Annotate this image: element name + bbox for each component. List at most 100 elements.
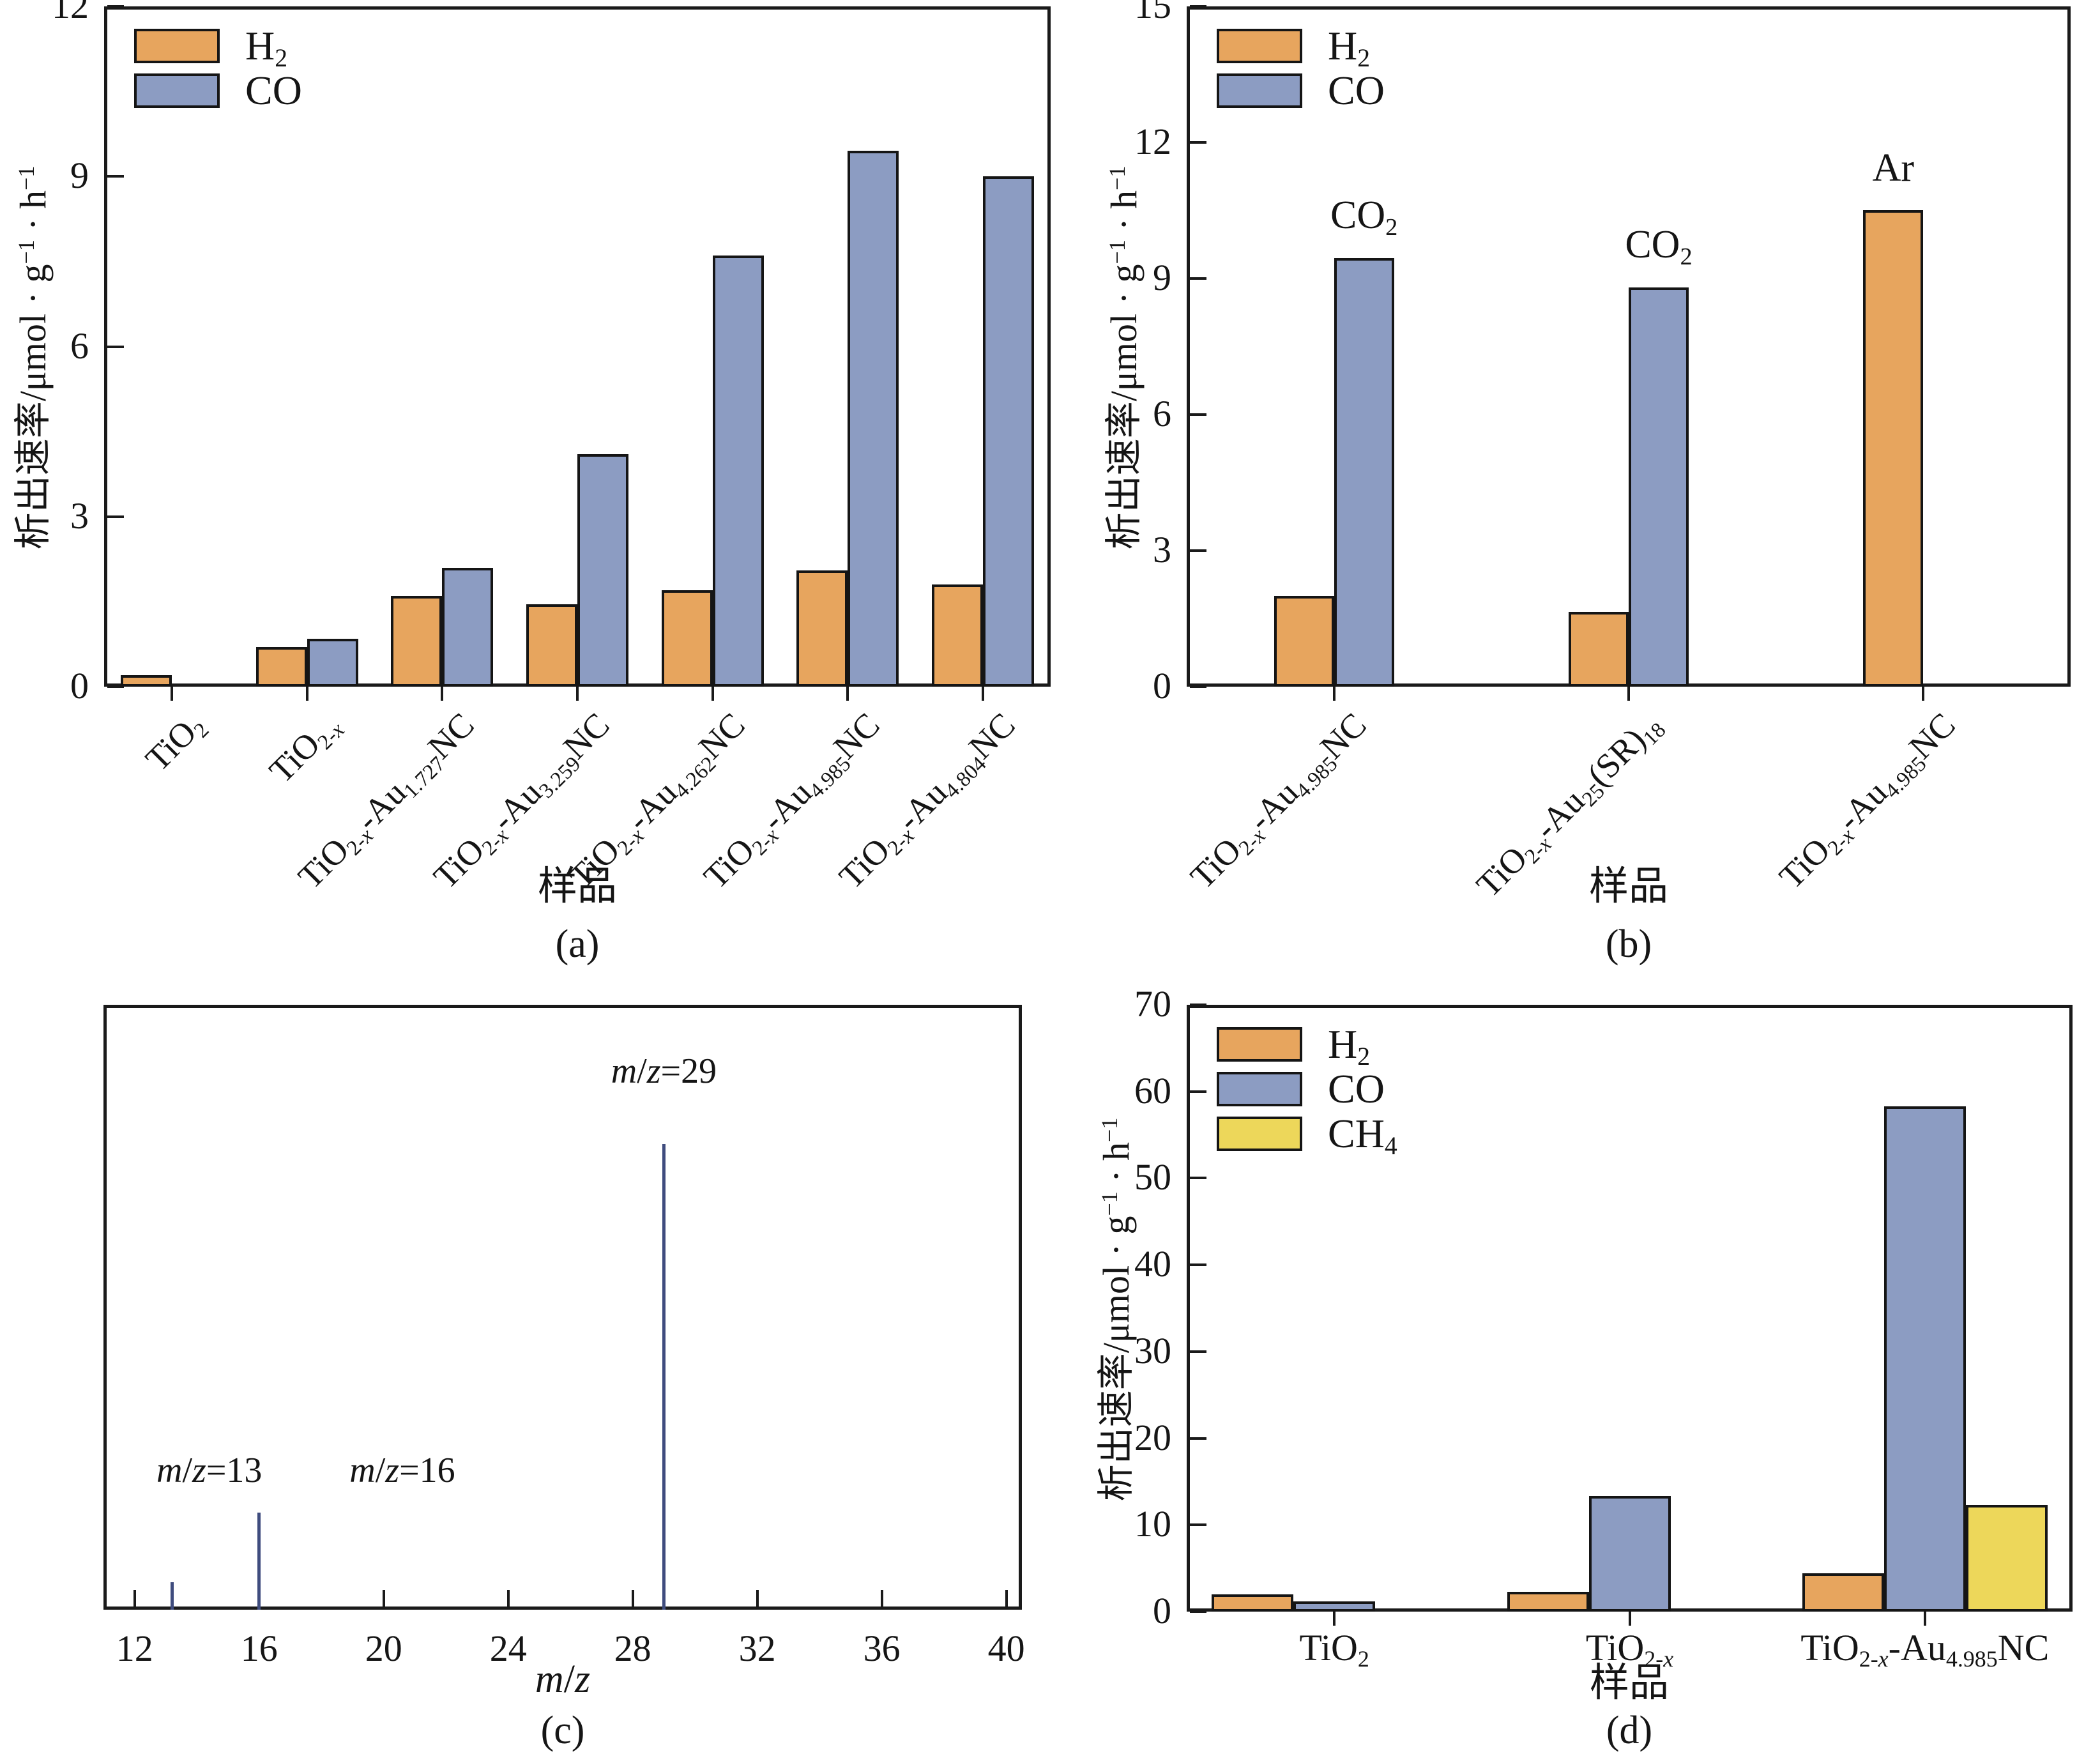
- legend-swatch-d-CO: [1217, 1072, 1302, 1106]
- spectrum-peak-29: [662, 1144, 666, 1610]
- y-tick-label-a-0: 0: [70, 665, 89, 706]
- bar-a-H2-0: [121, 675, 172, 687]
- x-tick-label-c-32: 32: [738, 1628, 776, 1669]
- y-tick-mark-d-60: [1190, 1090, 1206, 1093]
- y-tick-label-b-12: 12: [1134, 121, 1171, 162]
- y-tick-label-d-70: 70: [1134, 983, 1171, 1025]
- y-tick-mark-d-10: [1190, 1523, 1206, 1527]
- legend-label-a-H2: H2: [245, 23, 288, 73]
- x-tick-mark-a-6: [982, 687, 985, 701]
- bar-a-CO-2: [442, 568, 493, 687]
- y-tick-mark-b-15: [1190, 5, 1206, 8]
- y-tick-label-b-9: 9: [1153, 257, 1171, 298]
- bar-d-CO-0: [1293, 1601, 1375, 1612]
- x-tick-mark-c-40: [1005, 1590, 1008, 1607]
- bar-b-CO-1: [1629, 287, 1689, 687]
- x-tick-label-c-20: 20: [365, 1628, 402, 1669]
- legend-label-b-CO: CO: [1328, 68, 1385, 113]
- x-tick-mark-b-1: [1627, 687, 1630, 701]
- x-axis-title-c: m/z: [535, 1658, 591, 1701]
- bar-d-H2-1: [1507, 1592, 1589, 1612]
- y-tick-mark-a-3: [107, 515, 124, 518]
- y-tick-mark-b-0: [1190, 685, 1206, 688]
- y-tick-label-a-9: 9: [70, 155, 89, 197]
- spectrum-peak-label-2: m/z=29: [611, 1051, 717, 1092]
- x-tick-mark-d-1: [1628, 1612, 1631, 1626]
- y-tick-mark-a-12: [107, 5, 124, 8]
- y-tick-mark-a-9: [107, 175, 124, 178]
- legend-swatch-a-H2: [134, 29, 220, 63]
- panel-letter-b: (b): [1605, 922, 1652, 966]
- bar-a-H2-1: [256, 647, 307, 687]
- y-tick-mark-a-0: [107, 685, 124, 688]
- x-tick-label-c-28: 28: [614, 1628, 651, 1669]
- y-tick-mark-d-50: [1190, 1177, 1206, 1180]
- x-category-label-d-0: TiO2: [1299, 1627, 1369, 1672]
- x-category-label-d-2: TiO2-x-Au4.985NC: [1800, 1627, 2050, 1672]
- x-tick-mark-c-12: [133, 1590, 136, 1607]
- legend-swatch-b-CO: [1217, 73, 1302, 108]
- bar-d-H2-2: [1802, 1573, 1884, 1612]
- bar-annotation-b-0: CO2: [1330, 194, 1398, 241]
- spectrum-peak-label-1: m/z=16: [349, 1451, 455, 1491]
- y-tick-mark-b-6: [1190, 413, 1206, 416]
- y-tick-mark-d-40: [1190, 1263, 1206, 1267]
- panel-letter-c: (c): [540, 1709, 585, 1752]
- y-tick-label-a-12: 12: [52, 0, 89, 26]
- x-tick-mark-b-2: [1922, 687, 1925, 701]
- y-tick-mark-d-0: [1190, 1610, 1206, 1613]
- y-tick-label-a-3: 3: [70, 494, 89, 537]
- bar-b-H2-1: [1569, 612, 1629, 687]
- bar-a-CO-4: [713, 256, 764, 687]
- x-tick-label-c-12: 12: [116, 1628, 153, 1669]
- y-tick-label-b-15: 15: [1134, 0, 1171, 26]
- bar-d-CH4-2: [1966, 1505, 2048, 1612]
- y-tick-label-d-60: 60: [1134, 1069, 1171, 1111]
- x-tick-mark-d-2: [1923, 1612, 1926, 1626]
- bar-d-H2-0: [1212, 1594, 1293, 1612]
- x-tick-mark-b-0: [1332, 687, 1335, 701]
- panel-letter-d: (d): [1606, 1709, 1653, 1752]
- bar-d-CO-1: [1589, 1496, 1671, 1612]
- bar-a-H2-2: [391, 596, 442, 687]
- x-tick-label-c-40: 40: [987, 1628, 1025, 1669]
- bar-a-CO-1: [307, 639, 358, 687]
- bar-d-CO-2: [1884, 1106, 1966, 1612]
- y-tick-label-d-50: 50: [1134, 1156, 1171, 1198]
- spectrum-peak-label-0: m/z=13: [156, 1451, 262, 1491]
- x-tick-mark-a-0: [170, 687, 173, 701]
- legend-label-d-CH4: CH4: [1328, 1111, 1397, 1161]
- y-tick-label-d-20: 20: [1134, 1416, 1171, 1458]
- legend-label-b-H2: H2: [1328, 23, 1371, 73]
- x-tick-mark-a-5: [846, 687, 849, 701]
- legend-swatch-d-CH4: [1217, 1117, 1302, 1151]
- bar-a-H2-3: [526, 604, 577, 687]
- bar-a-H2-5: [796, 570, 848, 687]
- y-tick-mark-d-20: [1190, 1437, 1206, 1440]
- x-tick-label-c-24: 24: [489, 1628, 527, 1669]
- y-tick-label-d-40: 40: [1134, 1243, 1171, 1285]
- y-tick-label-d-30: 30: [1134, 1329, 1171, 1371]
- legend-swatch-a-CO: [134, 73, 220, 108]
- x-tick-mark-a-4: [711, 687, 714, 701]
- y-axis-label-b: 析出速率/μmol · g−1 · h−1: [1103, 165, 1145, 550]
- bar-annotation-b-2: Ar: [1872, 146, 1915, 190]
- x-tick-label-c-16: 16: [240, 1628, 278, 1669]
- bar-a-CO-3: [577, 454, 628, 687]
- x-tick-mark-c-36: [880, 1590, 883, 1607]
- bar-annotation-b-1: CO2: [1625, 223, 1693, 270]
- x-axis-title-d: 样品: [1589, 1661, 1670, 1705]
- spectrum-peak-16: [257, 1513, 261, 1610]
- bar-a-H2-4: [662, 590, 713, 687]
- y-axis-label-d: 析出速率/μmol · g−1 · h−1: [1095, 1117, 1137, 1502]
- x-tick-mark-a-1: [305, 687, 308, 701]
- y-tick-mark-b-9: [1190, 277, 1206, 280]
- x-tick-mark-c-24: [506, 1590, 510, 1607]
- x-axis-title-b: 样品: [1588, 865, 1669, 908]
- y-tick-mark-a-6: [107, 345, 124, 348]
- x-tick-mark-a-2: [441, 687, 444, 701]
- legend-label-d-H2: H2: [1328, 1021, 1371, 1071]
- x-tick-mark-d-0: [1333, 1612, 1336, 1626]
- panel-letter-a: (a): [555, 922, 600, 966]
